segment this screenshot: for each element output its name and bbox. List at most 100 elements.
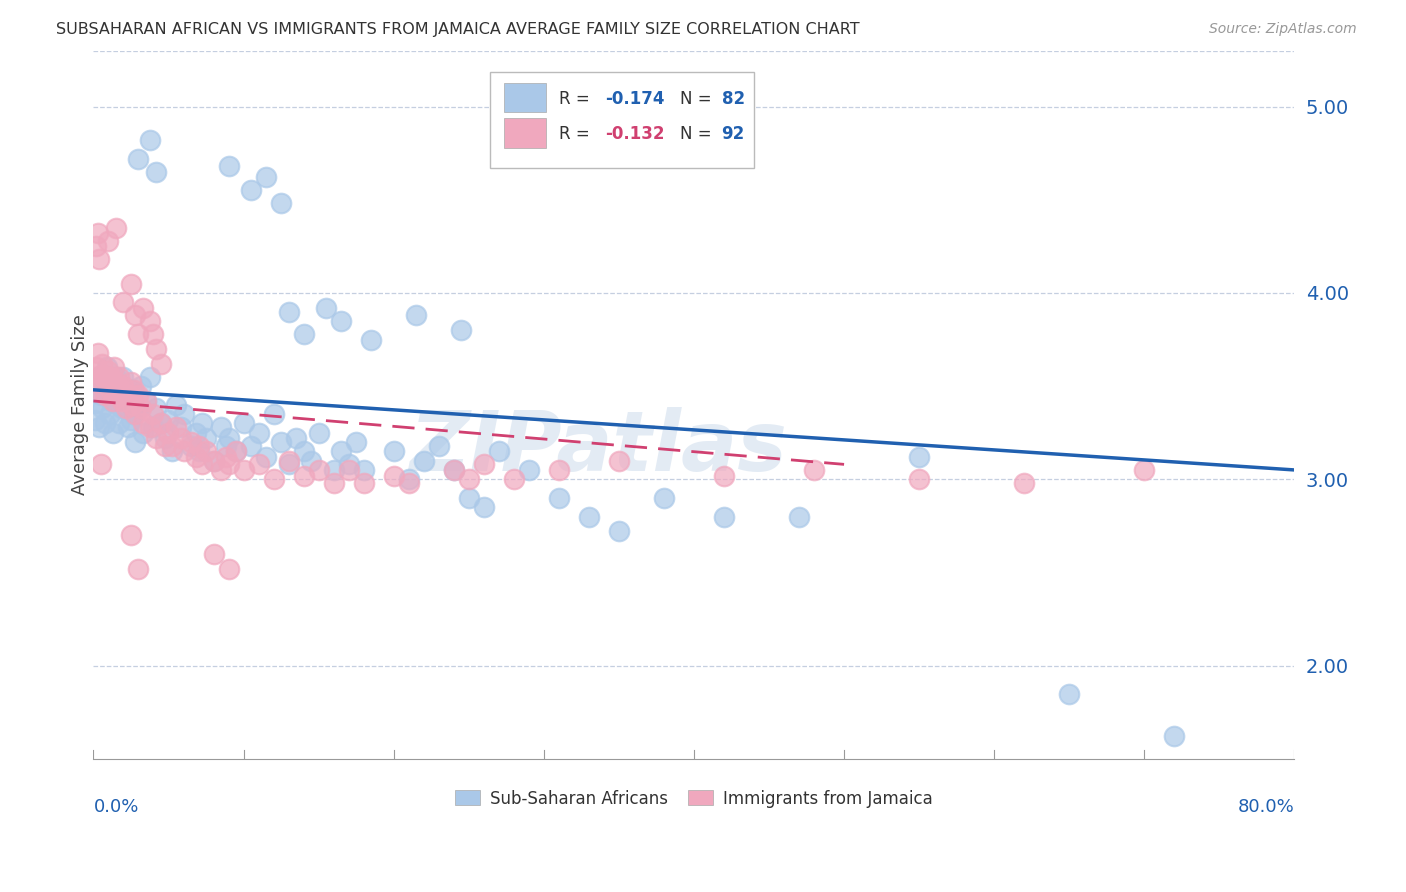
- Point: [132, 425, 155, 440]
- Point: [150, 417, 173, 431]
- Point: [104, 220, 127, 235]
- Point: [157, 425, 180, 440]
- Point: [190, 417, 212, 431]
- Point: [87, 227, 110, 241]
- Point: [285, 431, 308, 445]
- Text: 0.0%: 0.0%: [93, 797, 139, 815]
- Point: [108, 369, 131, 384]
- Point: [101, 425, 124, 440]
- Point: [97, 364, 120, 378]
- Point: [155, 439, 177, 453]
- Point: [427, 439, 450, 453]
- Point: [100, 369, 122, 384]
- Point: [150, 357, 173, 371]
- Point: [96, 376, 118, 390]
- Point: [100, 394, 122, 409]
- Point: [112, 379, 135, 393]
- Point: [111, 394, 134, 409]
- Point: [139, 420, 162, 434]
- Point: [292, 444, 315, 458]
- Point: [165, 420, 187, 434]
- Point: [1163, 730, 1185, 744]
- Point: [202, 453, 225, 467]
- Point: [337, 458, 360, 472]
- Point: [90, 458, 112, 472]
- Point: [127, 562, 149, 576]
- Point: [405, 308, 427, 322]
- Point: [94, 388, 117, 402]
- Point: [108, 417, 131, 431]
- Point: [127, 326, 149, 341]
- Point: [86, 396, 108, 410]
- Point: [382, 468, 405, 483]
- Point: [142, 326, 165, 341]
- Point: [908, 450, 931, 464]
- Point: [190, 458, 212, 472]
- Point: [107, 388, 129, 402]
- Point: [180, 435, 202, 450]
- Point: [232, 417, 254, 431]
- Point: [803, 463, 825, 477]
- Point: [184, 425, 207, 440]
- Point: [139, 314, 162, 328]
- Point: [90, 388, 112, 402]
- Point: [112, 295, 135, 310]
- Point: [89, 252, 111, 267]
- Point: [787, 509, 810, 524]
- Point: [135, 394, 157, 409]
- Point: [360, 333, 382, 347]
- Point: [187, 444, 209, 458]
- Point: [450, 323, 472, 337]
- Point: [120, 412, 142, 426]
- Point: [225, 444, 247, 458]
- Point: [120, 376, 142, 390]
- Bar: [505, 118, 546, 148]
- Point: [117, 420, 139, 434]
- Point: [94, 417, 117, 431]
- Text: 92: 92: [721, 125, 745, 143]
- Point: [84, 376, 107, 390]
- Point: [139, 133, 162, 147]
- Point: [91, 357, 114, 371]
- Point: [713, 509, 735, 524]
- Point: [202, 453, 225, 467]
- Point: [86, 239, 108, 253]
- Text: R =: R =: [560, 89, 595, 108]
- Text: ZIPatlas: ZIPatlas: [409, 407, 787, 488]
- Point: [315, 301, 337, 315]
- FancyBboxPatch shape: [489, 72, 754, 168]
- Point: [337, 463, 360, 477]
- Point: [502, 472, 524, 486]
- Point: [117, 388, 139, 402]
- Point: [93, 376, 115, 390]
- Point: [104, 376, 127, 390]
- Point: [87, 345, 110, 359]
- Point: [131, 379, 153, 393]
- Point: [142, 420, 165, 434]
- Point: [398, 475, 420, 490]
- Point: [104, 369, 127, 384]
- Point: [86, 360, 108, 375]
- Point: [127, 388, 149, 402]
- Point: [713, 468, 735, 483]
- Point: [457, 472, 479, 486]
- Point: [254, 450, 277, 464]
- Bar: [505, 83, 546, 112]
- Text: -0.174: -0.174: [605, 89, 665, 108]
- Point: [299, 453, 322, 467]
- Point: [122, 383, 145, 397]
- Point: [214, 450, 236, 464]
- Point: [107, 398, 129, 412]
- Point: [121, 383, 143, 397]
- Point: [120, 277, 142, 291]
- Point: [135, 394, 157, 409]
- Text: N =: N =: [679, 89, 717, 108]
- Text: SUBSAHARAN AFRICAN VS IMMIGRANTS FROM JAMAICA AVERAGE FAMILY SIZE CORRELATION CH: SUBSAHARAN AFRICAN VS IMMIGRANTS FROM JA…: [56, 22, 860, 37]
- Point: [1012, 475, 1035, 490]
- Point: [209, 420, 232, 434]
- Point: [908, 472, 931, 486]
- Point: [322, 475, 344, 490]
- Point: [184, 450, 207, 464]
- Point: [353, 475, 375, 490]
- Point: [225, 444, 247, 458]
